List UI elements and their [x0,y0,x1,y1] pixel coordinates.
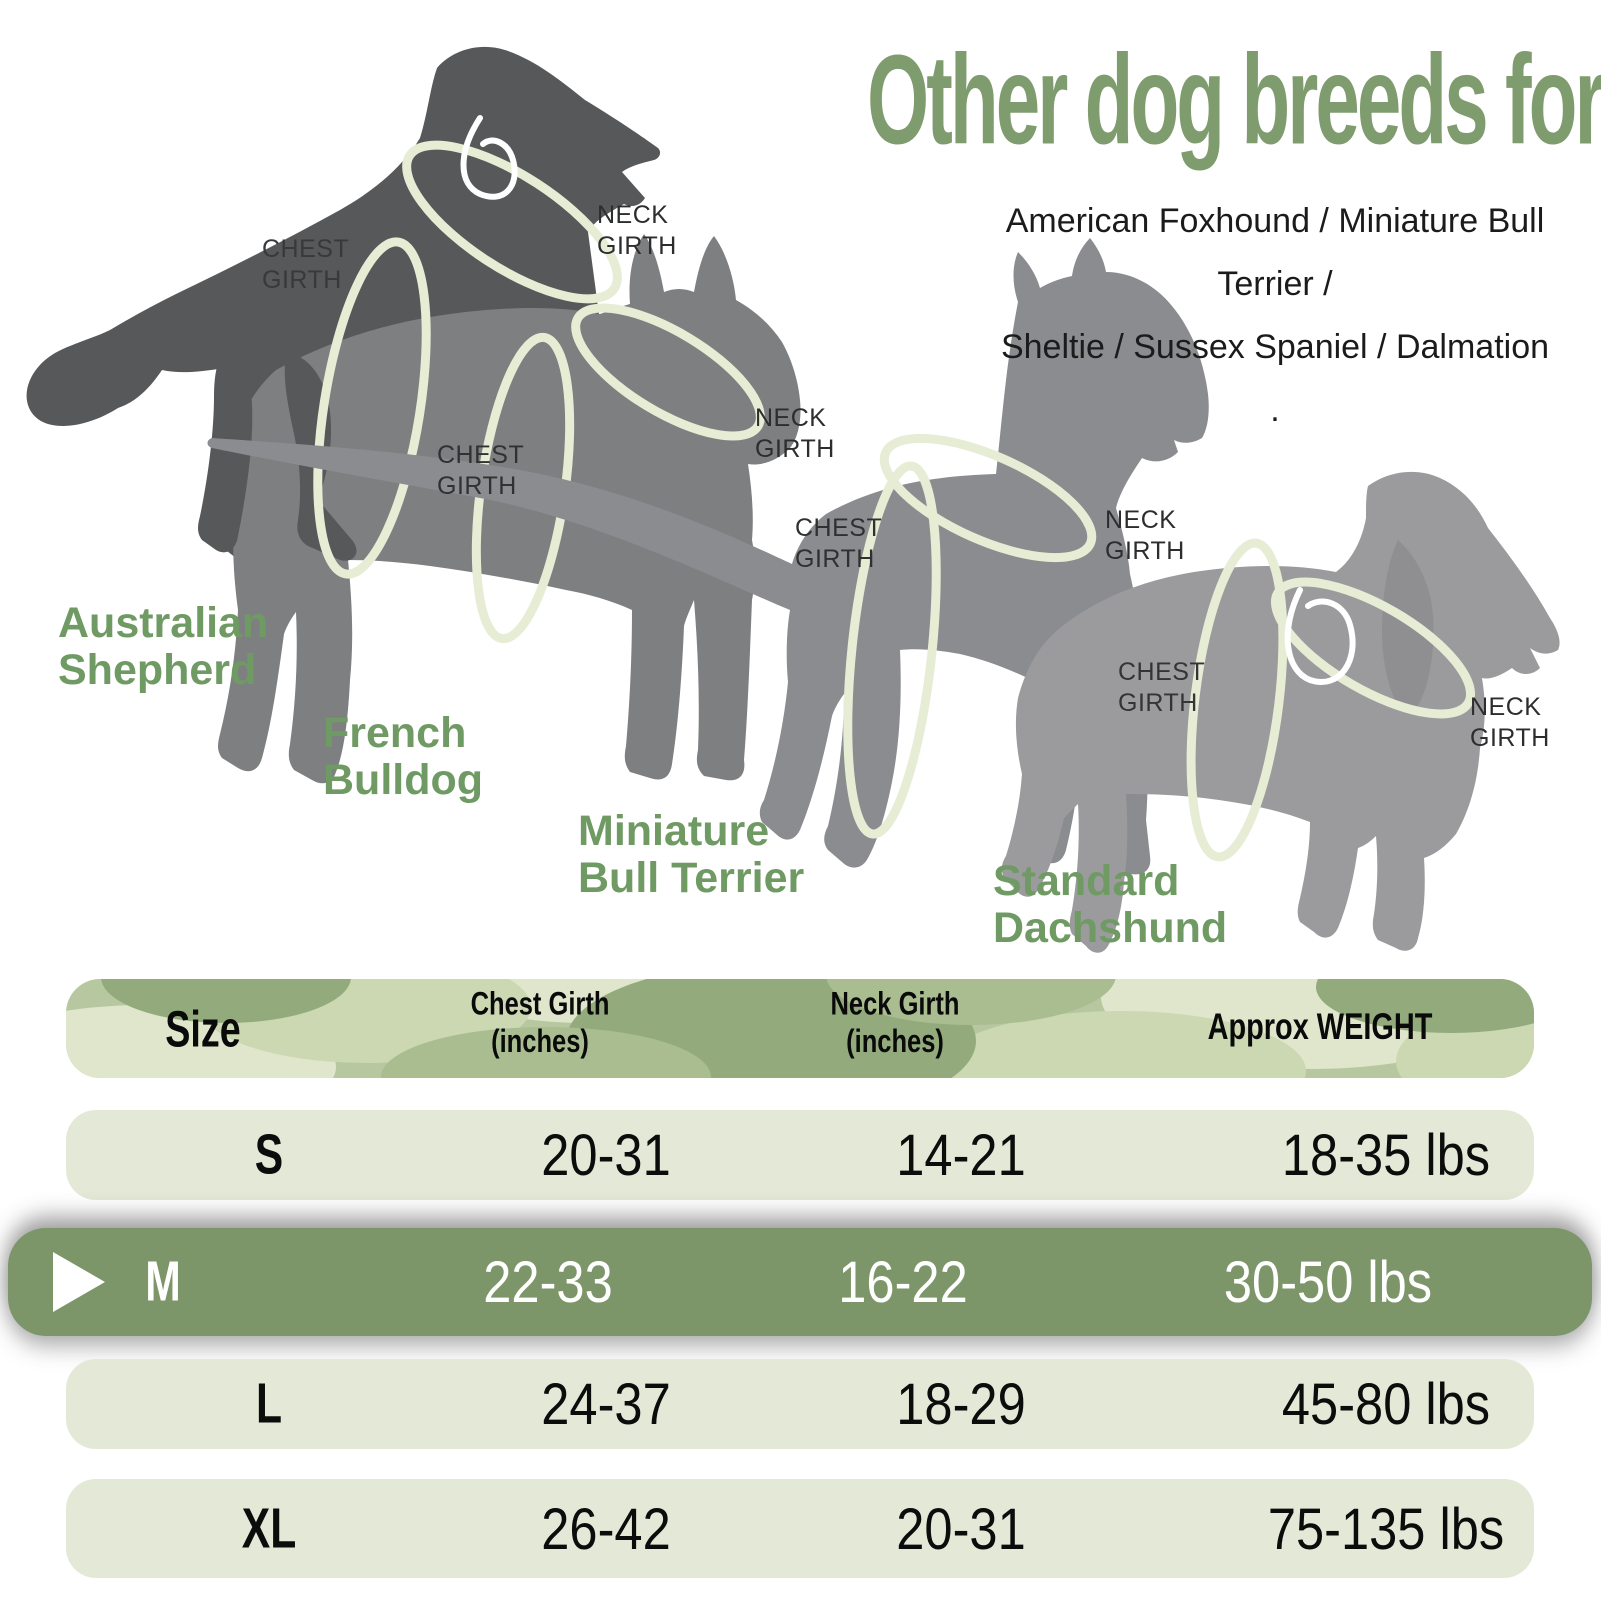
measuring-tape-neck-loop [402,140,622,304]
weight-cell: 18-35 lbs [1281,1122,1491,1188]
chest-cell: 24-37 [541,1371,671,1437]
girth-label-chest: CHEST GIRTH [795,514,883,573]
chest-cell: 20-31 [541,1122,671,1188]
girth-label-neck: NECK GIRTH [597,201,677,260]
neck-cell: 14-21 [896,1122,1026,1188]
miniature-bull-terrier-silhouette [207,238,1209,875]
chest-cell: 22-33 [483,1249,613,1315]
breed-label-standard-dachshund: Standard Dachshund [993,857,1228,952]
column-header-size: Size [165,1000,241,1058]
dachshund-ear [1382,540,1434,713]
table-row-size-m-highlighted: M 22-33 16-22 30-50 lbs [8,1228,1592,1336]
selected-row-marker-triangle [53,1252,105,1312]
table-row-size-s: S 20-31 14-21 18-35 lbs [66,1110,1534,1200]
measuring-tape-chest-loop [1186,538,1288,862]
breed-label-australian-shepherd: Australian Shepherd [58,599,269,694]
australian-shepherd-hind-leg [198,354,253,553]
size-cell: S [254,1123,284,1187]
neck-cell: 16-22 [838,1249,968,1315]
white-cord [1284,587,1356,685]
measuring-tape-chest-loop [313,237,431,579]
page-title: Other dog breeds for M [867,27,1601,171]
table-row-size-l: L 24-37 18-29 45-80 lbs [66,1359,1534,1449]
table-row-size-xl: XL 26-42 20-31 75-135 lbs [66,1479,1534,1578]
weight-cell: 30-50 lbs [1223,1249,1433,1315]
page-subtitle: American Foxhound / Miniature Bull Terri… [1000,202,1550,429]
size-cell: L [255,1372,283,1436]
weight-cell: 45-80 lbs [1281,1371,1491,1437]
measuring-tape-chest-loop [843,461,941,839]
weight-cell: 75-135 lbs [1267,1495,1505,1562]
measuring-tape-neck-loop [879,433,1097,563]
dog-illustration-area: Other dog breeds for M American Foxhound… [26,27,1601,953]
chest-cell: 26-42 [541,1495,671,1562]
camo-pattern [66,979,1534,1078]
neck-cell: 18-29 [896,1371,1026,1437]
girth-label-chest: CHEST GIRTH [1118,658,1206,717]
breed-label-french-bulldog: French Bulldog [323,709,484,804]
column-header-weight: Approx WEIGHT [1207,1006,1433,1048]
french-bulldog-silhouette [217,234,801,784]
size-cell: M [145,1250,181,1314]
girth-label-neck: NECK GIRTH [755,404,835,463]
white-cord [460,115,518,200]
column-header-neck-girth: Neck Girth (inches) [830,986,960,1060]
table-header-bar [66,979,1534,1078]
neck-cell: 20-31 [896,1495,1026,1562]
breed-label-miniature-bull-terrier: Miniature Bull Terrier [578,807,805,902]
column-header-chest-girth: Chest Girth (inches) [470,986,610,1060]
size-cell: XL [241,1497,297,1560]
girth-label-neck: NECK GIRTH [1470,693,1550,752]
girth-label-chest: CHEST GIRTH [262,235,350,294]
dog-silhouettes-svg [26,46,1560,953]
measuring-tape-neck-loop [1270,577,1476,719]
girth-label-chest: CHEST GIRTH [437,441,525,500]
girth-label-neck: NECK GIRTH [1105,506,1185,565]
measuring-tape-neck-loop [571,303,765,441]
